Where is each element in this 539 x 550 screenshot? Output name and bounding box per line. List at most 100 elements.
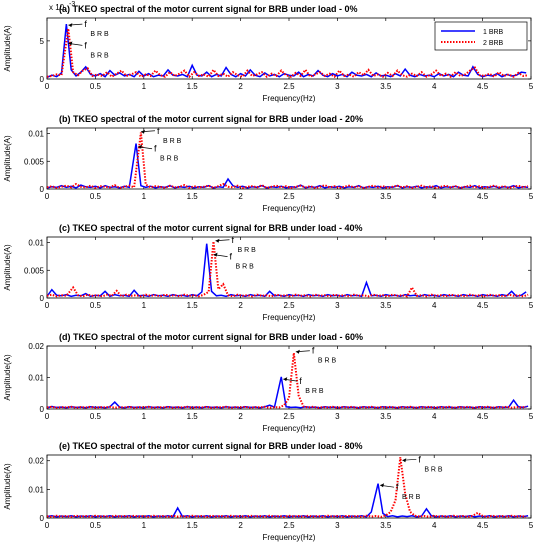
series-1brb-line [47, 376, 529, 409]
x-axis-label: Frequency(Hz) [263, 313, 316, 322]
chart-panel: (d) TKEO spectral of the motor current s… [3, 332, 534, 433]
x-tick-label: 5 [529, 301, 534, 310]
x-tick-label: 4 [432, 521, 437, 530]
annotation-label: f [396, 482, 399, 492]
x-tick-label: 4.5 [477, 192, 489, 201]
annotation-sub: B R B [424, 466, 443, 473]
x-tick-label: 4.5 [477, 412, 489, 421]
series-2brb-line [47, 132, 529, 189]
y-axis-label: Amplitude(A) [3, 25, 12, 72]
x-tick-label: 3 [335, 521, 340, 530]
x-tick-label: 2 [238, 521, 243, 530]
chart-panel: (e) TKEO spectral of the motor current s… [3, 441, 534, 542]
x-tick-label: 1 [142, 82, 147, 91]
x-tick-label: 1 [142, 412, 147, 421]
x-tick-label: 0.5 [90, 192, 102, 201]
chart-title: (d) TKEO spectral of the motor current s… [59, 332, 363, 342]
x-tick-label: 4.5 [477, 301, 489, 310]
x-tick-label: 0.5 [90, 521, 102, 530]
x-tick-label: 0 [45, 521, 50, 530]
x-tick-label: 3.5 [380, 192, 392, 201]
x-tick-label: 1.5 [187, 82, 199, 91]
annotation-label: f [312, 346, 315, 356]
x-tick-label: 0.5 [90, 301, 102, 310]
annotation-label: f [299, 376, 302, 386]
annotation-arrowhead [68, 23, 73, 28]
x-tick-label: 3 [335, 301, 340, 310]
annotation-sub: B R B [305, 388, 324, 395]
x-tick-label: 4.5 [477, 521, 489, 530]
x-tick-label: 0 [45, 412, 50, 421]
annotation-arrowhead [213, 252, 218, 257]
y-axis-label: Amplitude(A) [3, 354, 12, 401]
annotation-label: f [231, 235, 234, 245]
y-tick-label: 0.01 [28, 239, 44, 248]
annotation-sub: B R B [160, 156, 179, 163]
x-tick-label: 2.5 [283, 301, 295, 310]
x-tick-label: 5 [529, 82, 534, 91]
legend-label: 2 BRB [483, 40, 504, 47]
annotation-label: f [157, 126, 160, 136]
legend-label: 1 BRB [483, 29, 504, 36]
x-tick-label: 1.5 [187, 301, 199, 310]
x-tick-label: 2 [238, 412, 243, 421]
x-tick-label: 2.5 [283, 412, 295, 421]
y-tick-label: 0 [40, 405, 45, 414]
chart-panel: (b) TKEO spectral of the motor current s… [3, 114, 534, 213]
x-tick-label: 1 [142, 521, 147, 530]
y-tick-label: 0 [40, 75, 45, 84]
x-tick-label: 4 [432, 301, 437, 310]
annotation-sub: B R B [90, 52, 109, 59]
x-tick-label: 4.5 [477, 82, 489, 91]
x-tick-label: 2.5 [283, 521, 295, 530]
plot-area [46, 236, 532, 299]
x-tick-label: 0.5 [90, 82, 102, 91]
x-tick-label: 4 [432, 82, 437, 91]
y-tick-label: 0 [40, 514, 45, 523]
x-tick-label: 0 [45, 82, 50, 91]
series-2brb-line [47, 28, 529, 79]
x-tick-label: 2.5 [283, 82, 295, 91]
plot-area [46, 127, 532, 190]
y-tick-label: 0.01 [28, 130, 44, 139]
chart-title: (b) TKEO spectral of the motor current s… [59, 114, 363, 124]
chart-title: (a) TKEO spectral of the motor current s… [59, 4, 358, 14]
y-tick-label: 0.02 [28, 342, 44, 351]
annotation-arrowhead [283, 377, 288, 382]
annotation-label: f [154, 144, 157, 154]
y-tick-label: 0.01 [28, 485, 44, 494]
x-tick-label: 1 [142, 301, 147, 310]
x-tick-label: 0.5 [90, 412, 102, 421]
annotation-arrowhead [380, 483, 385, 488]
chart-title: (e) TKEO spectral of the motor current s… [59, 441, 363, 451]
y-axis-label: Amplitude(A) [3, 244, 12, 291]
series-2brb-line [47, 241, 529, 298]
annotation-sub: B R B [163, 138, 182, 145]
x-tick-label: 5 [529, 521, 534, 530]
x-axis-label: Frequency(Hz) [263, 94, 316, 103]
x-tick-label: 1.5 [187, 192, 199, 201]
x-tick-label: 1 [142, 192, 147, 201]
legend-box [434, 21, 528, 51]
annotation-sub: B R B [90, 31, 109, 38]
annotation-arrowhead [138, 144, 143, 149]
y-axis-label: Amplitude(A) [3, 135, 12, 182]
annotation-sub: B R B [236, 264, 255, 271]
annotation-arrowhead [68, 41, 73, 46]
x-tick-label: 3.5 [380, 412, 392, 421]
x-tick-label: 3.5 [380, 301, 392, 310]
x-tick-label: 2 [238, 301, 243, 310]
y-exponent-label: x 10 [49, 3, 65, 12]
annotation-arrowhead [402, 458, 407, 463]
annotation-label: f [84, 40, 87, 50]
chart-title: (c) TKEO spectral of the motor current s… [59, 223, 363, 233]
x-axis-label: Frequency(Hz) [263, 424, 316, 433]
annotation-sub: B R B [318, 358, 337, 365]
x-tick-label: 2.5 [283, 192, 295, 201]
annotation-sub: B R B [402, 494, 421, 501]
annotation-label: f [418, 454, 421, 464]
series-2brb-line [47, 457, 527, 518]
x-tick-label: 3.5 [380, 521, 392, 530]
x-tick-label: 3 [335, 192, 340, 201]
